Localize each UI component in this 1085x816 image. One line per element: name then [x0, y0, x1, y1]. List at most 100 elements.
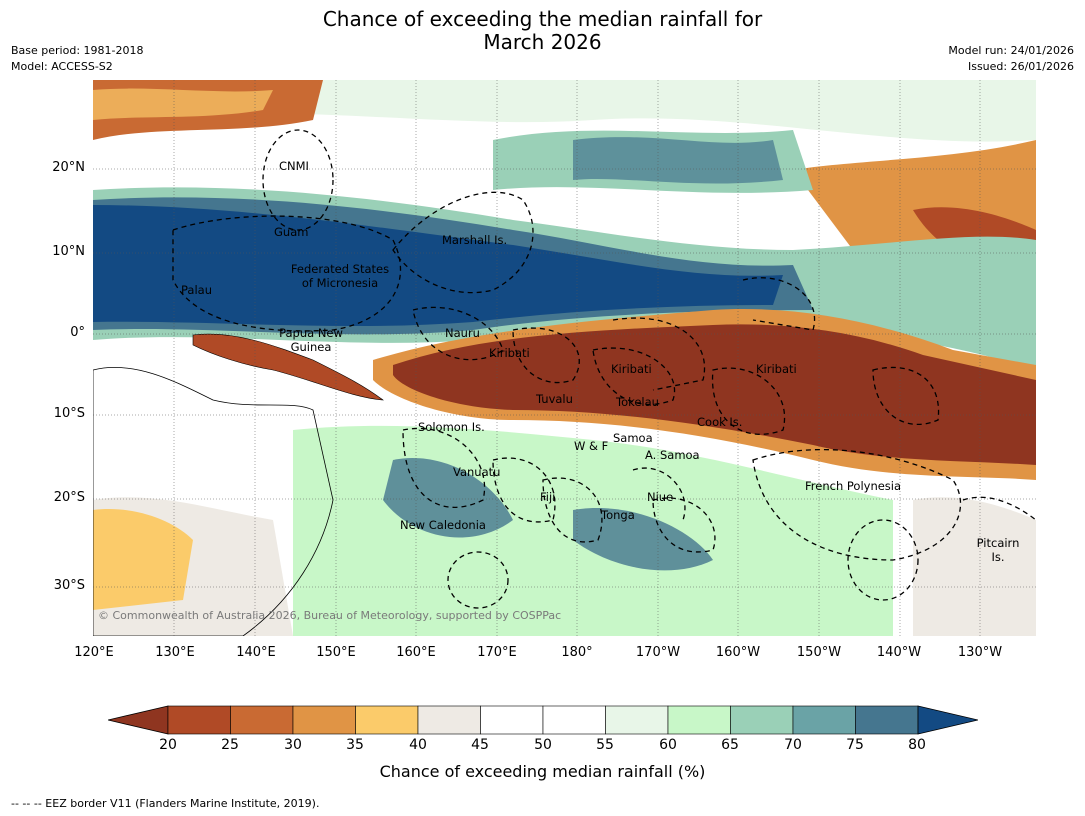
colorbar-tick-55: 55	[596, 737, 614, 753]
lon-label-170w: 170°W	[635, 645, 681, 660]
colorbar-segment	[355, 705, 419, 735]
colorbar-tick-50: 50	[534, 737, 552, 753]
colorbar-segment	[605, 705, 669, 735]
lon-label-160w: 160°W	[715, 645, 761, 660]
lon-label-170e: 170°E	[477, 645, 517, 660]
eez-label-fsm-line2: of Micronesia	[301, 276, 379, 290]
colorbar-extend-high	[917, 705, 978, 735]
colorbar-segment	[542, 705, 606, 735]
eez-legend-note: -- -- -- EEZ border V11 (Flanders Marine…	[11, 797, 320, 810]
colorbar-segment	[667, 705, 731, 735]
south-blue-patch-1	[383, 458, 513, 538]
wet-band-core	[93, 205, 783, 327]
meta-left: Base period: 1981-2018 Model: ACCESS-S2	[11, 43, 143, 75]
colorbar-tick-35: 35	[346, 737, 364, 753]
colorbar-segment	[730, 705, 794, 735]
colorbar-segment	[792, 705, 856, 735]
map-canvas	[93, 80, 1036, 636]
lon-label-140e: 140°E	[236, 645, 276, 660]
colorbar	[108, 705, 978, 735]
eez-label-tokelau: Tokelau	[616, 395, 659, 409]
lat-label-10n: 10°N	[52, 244, 85, 259]
south-blue-patch-2	[573, 508, 713, 571]
eez-label-tonga: Tonga	[601, 508, 635, 522]
model-run: Model run: 24/01/2026	[948, 44, 1074, 57]
eez-label-png-line1: Papua New	[279, 326, 343, 340]
colorbar-tick-25: 25	[221, 737, 239, 753]
meta-right: Model run: 24/01/2026 Issued: 26/01/2026	[948, 43, 1074, 75]
model-name: Model: ACCESS-S2	[11, 60, 113, 73]
colorbar-tick-60: 60	[659, 737, 677, 753]
north-green-band	[93, 80, 1036, 142]
eez-label-fiji: Fiji	[540, 490, 556, 504]
copyright-notice: © Commonwealth of Australia 2026, Bureau…	[98, 609, 562, 622]
eez-label-png-line2: Guinea	[290, 340, 332, 354]
colorbar-segment	[855, 705, 919, 735]
graticule	[93, 80, 1036, 636]
colorbar-tick-45: 45	[471, 737, 489, 753]
lat-label-20s: 20°S	[53, 490, 85, 505]
lon-label-180: 180°	[561, 645, 593, 660]
eez-label-new-caledonia: New Caledonia	[400, 518, 486, 532]
north-mid-blue	[573, 137, 783, 184]
eez-label-nauru: Nauru	[445, 326, 480, 340]
south-east-grey	[913, 497, 1036, 636]
australia-coastline	[93, 366, 334, 636]
colorbar-segment	[230, 705, 294, 735]
lon-label-130w: 130°W	[957, 645, 1003, 660]
eez-label-vanuatu: Vanuatu	[453, 465, 501, 479]
eez-label-cnmi: CNMI	[279, 159, 309, 173]
title-line-2: March 2026	[483, 30, 602, 54]
lat-label-30s: 30°S	[53, 578, 85, 593]
eez-label-niue: Niue	[647, 490, 674, 504]
colorbar-segment	[167, 705, 231, 735]
lon-label-140w: 140°W	[876, 645, 922, 660]
lon-label-130e: 130°E	[155, 645, 195, 660]
lon-label-150w: 150°W	[796, 645, 842, 660]
eez-label-kiribati-east: Kiribati	[756, 362, 797, 376]
title-line-1: Chance of exceeding the median rainfall …	[322, 7, 763, 31]
lat-label-10s: 10°S	[53, 406, 85, 421]
eez-label-fsm: Federated States of Micronesia	[284, 262, 396, 290]
lat-label-20n: 20°N	[52, 160, 85, 175]
colorbar-segment	[417, 705, 481, 735]
colorbar-tick-65: 65	[721, 737, 739, 753]
eez-label-fsm-line1: Federated States	[290, 262, 390, 276]
eez-label-png: Papua New Guinea	[274, 326, 348, 354]
issued-date: Issued: 26/01/2026	[967, 60, 1074, 73]
eez-label-palau: Palau	[181, 283, 212, 297]
north-west-yellow	[93, 88, 273, 120]
eez-label-french-polynesia: French Polynesia	[805, 479, 902, 493]
colorbar-tick-20: 20	[159, 737, 177, 753]
colorbar-label: Chance of exceeding median rainfall (%)	[379, 762, 706, 781]
eez-label-solomon: Solomon Is.	[418, 420, 485, 434]
colorbar-extend-low	[108, 705, 169, 735]
south-west-yellow	[93, 509, 193, 610]
lon-label-160e: 160°E	[396, 645, 436, 660]
eez-label-marshall: Marshall Is.	[442, 233, 508, 247]
new-guinea-island	[192, 333, 384, 401]
colorbar-tick-75: 75	[846, 737, 864, 753]
lon-label-120e: 120°E	[74, 645, 114, 660]
colorbar-tick-70: 70	[784, 737, 802, 753]
eez-label-kiribati-west: Kiribati	[489, 346, 530, 360]
eez-label-wf: W & F	[574, 439, 609, 453]
rainfall-map	[93, 80, 1036, 636]
base-period: Base period: 1981-2018	[11, 44, 144, 57]
eez-borders	[172, 129, 1036, 609]
colorbar-tick-40: 40	[409, 737, 427, 753]
eez-label-guam: Guam	[274, 225, 309, 239]
eez-label-pitcairn-line2: Is.	[991, 550, 1005, 564]
colorbar-tick-80: 80	[908, 737, 926, 753]
colorbar-tick-30: 30	[284, 737, 302, 753]
eez-label-cook: Cook Is.	[697, 415, 743, 429]
eez-label-tuvalu: Tuvalu	[536, 392, 573, 406]
eez-label-asamoa: A. Samoa	[645, 448, 700, 462]
lat-label-0: 0°	[70, 325, 85, 340]
eez-label-samoa: Samoa	[613, 431, 653, 445]
eez-label-pitcairn-line1: Pitcairn	[976, 536, 1020, 550]
lon-label-150e: 150°E	[316, 645, 356, 660]
map-title: Chance of exceeding the median rainfall …	[0, 8, 1085, 54]
colorbar-segment	[292, 705, 356, 735]
colorbar-segments	[108, 705, 978, 735]
